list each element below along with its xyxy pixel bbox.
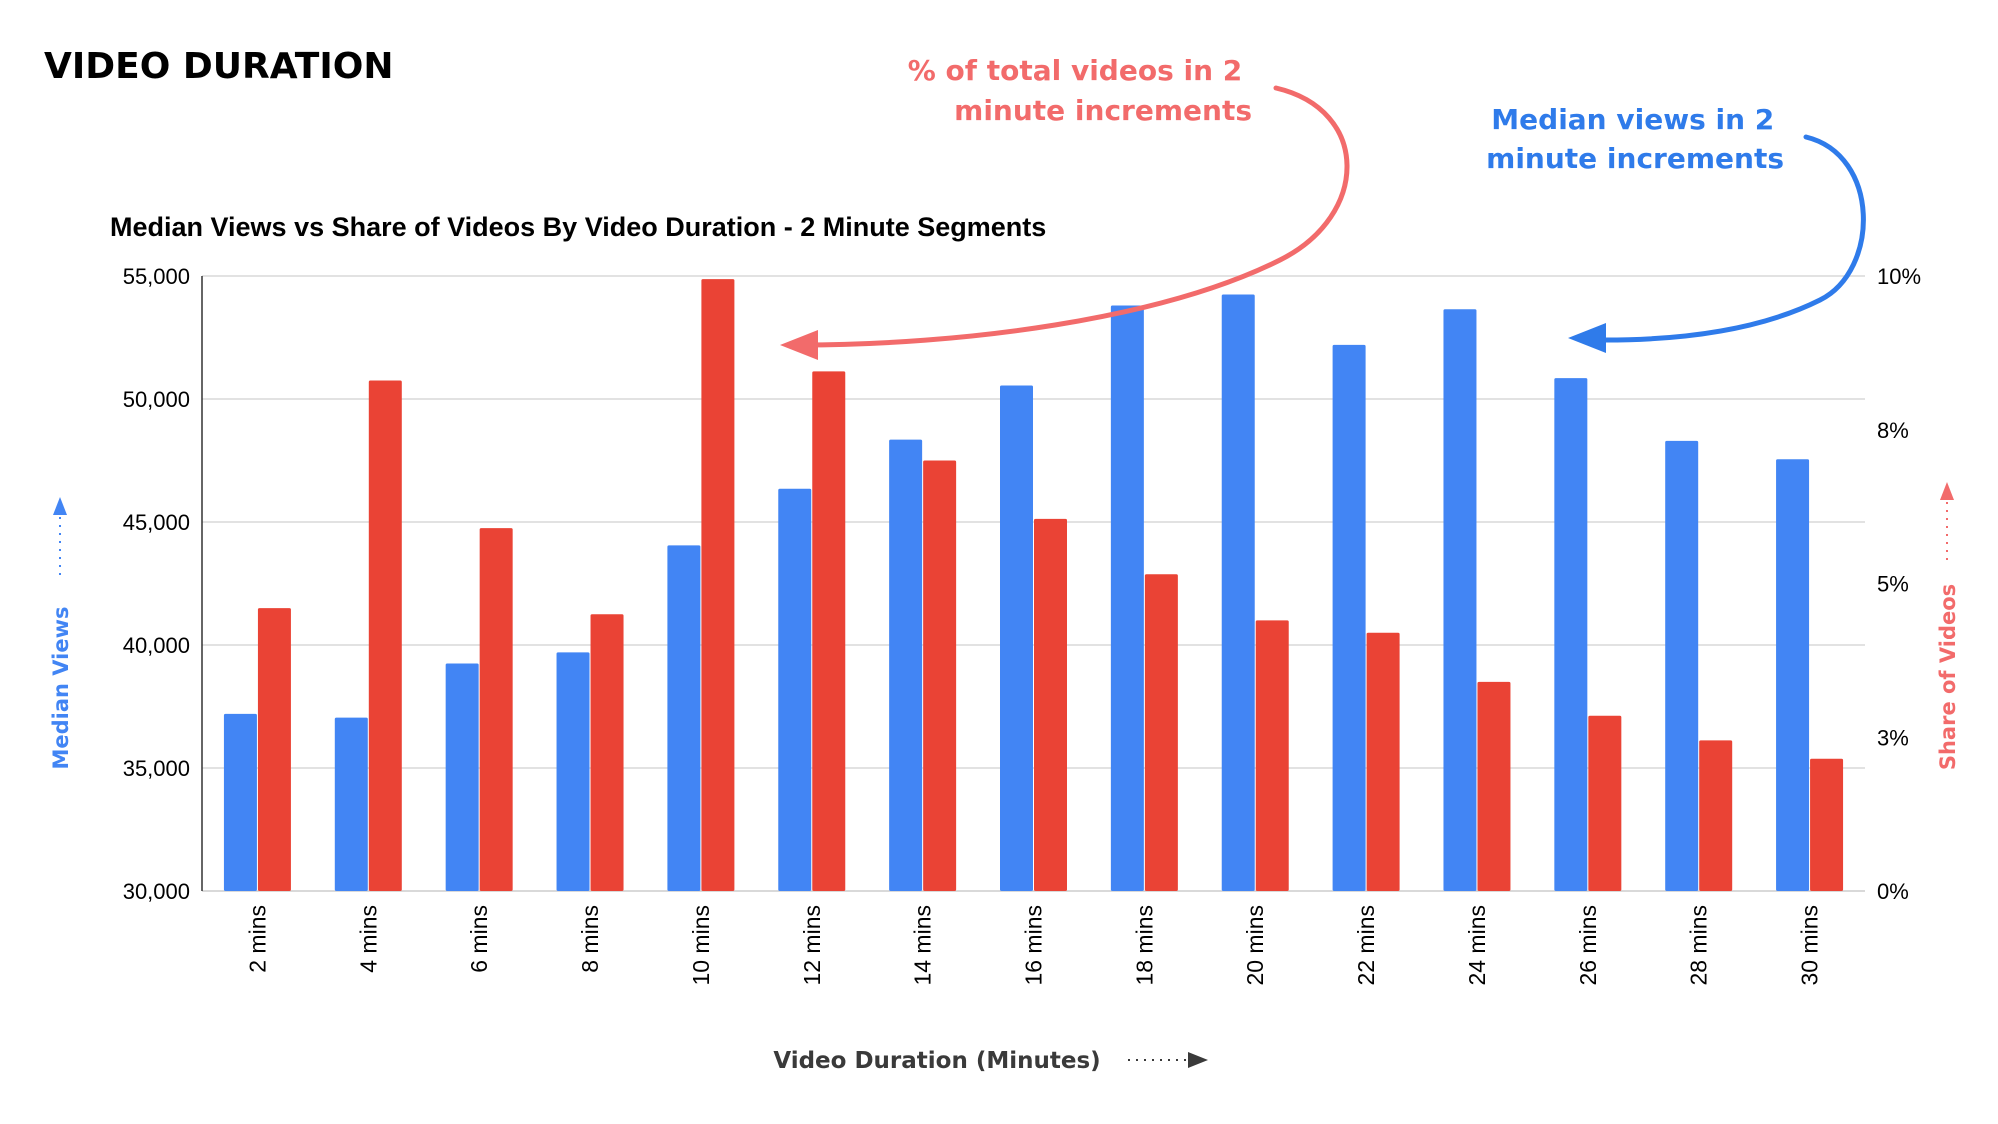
share-callout-line-1: % of total videos in 2 (908, 54, 1243, 87)
page-title: VIDEO DURATION (44, 46, 393, 87)
x-tick-label: 16 mins (1021, 905, 1047, 986)
bar-median-views (1776, 459, 1810, 891)
x-tick-label: 28 mins (1686, 905, 1712, 986)
arrow-right-icon (1188, 1052, 1208, 1068)
bar-share-of-videos (257, 608, 291, 891)
y-tick-label: 55,000 (123, 264, 190, 289)
bar-median-views (1443, 309, 1477, 892)
bar-median-views (1554, 378, 1588, 892)
x-tick-label: 22 mins (1353, 905, 1379, 986)
y2-tick-label: 0% (1877, 879, 1909, 904)
bar-share-of-videos (1255, 620, 1289, 891)
arrow-up-icon (1940, 482, 1954, 500)
arrow-up-icon (53, 497, 67, 515)
y-tick-label: 50,000 (123, 387, 190, 412)
gridlines (201, 275, 1865, 892)
bar-share-of-videos (479, 528, 513, 891)
share-callout-line-2: minute increments (954, 94, 1252, 127)
y-axis-title-right: Share of Videos (1936, 584, 1960, 770)
bar-share-of-videos (1477, 681, 1511, 891)
share-callout: % of total videos in 2 minute increments (908, 54, 1252, 127)
bar-median-views (778, 488, 812, 891)
x-tick-label: 26 mins (1575, 905, 1601, 986)
bar-share-of-videos (923, 460, 957, 891)
x-tick-label: 10 mins (688, 905, 714, 986)
y-axis-right-ticks: 0% 3% 5% 8% 10% (1877, 264, 1921, 904)
x-tick-label: 30 mins (1797, 905, 1823, 986)
bars (223, 279, 1844, 892)
bar-share-of-videos (1366, 632, 1400, 891)
bar-share-of-videos (1699, 740, 1733, 891)
y2-tick-label: 8% (1877, 418, 1909, 443)
y2-tick-label: 3% (1877, 725, 1909, 750)
bar-median-views (667, 545, 701, 891)
bar-share-of-videos (1034, 518, 1067, 891)
bar-median-views (1332, 344, 1366, 891)
bar-share-of-videos (590, 614, 624, 891)
bar-share-of-videos (1144, 574, 1178, 891)
x-tick-label: 8 mins (577, 905, 603, 973)
views-callout-line-2: minute increments (1486, 142, 1784, 175)
share-callout-arrow (797, 85, 1350, 348)
x-tick-label: 14 mins (910, 905, 936, 986)
bar-share-of-videos (1588, 715, 1622, 891)
views-callout-arrow (1602, 134, 1866, 343)
y2-tick-label: 10% (1877, 264, 1921, 289)
x-tick-label: 20 mins (1242, 905, 1268, 986)
bar-median-views (1110, 305, 1144, 891)
y-tick-label: 40,000 (123, 633, 190, 658)
bar-median-views (1221, 294, 1255, 891)
bar-median-views (1665, 440, 1699, 891)
bar-share-of-videos (701, 279, 735, 891)
x-axis-title: Video Duration (Minutes) (773, 1048, 1100, 1074)
y-axis-left-ticks: 30,000 35,000 40,000 45,000 50,000 55,000 (123, 264, 190, 904)
bar-median-views (889, 439, 923, 891)
chart-title: Median Views vs Share of Videos By Video… (110, 212, 1046, 242)
x-tick-label: 18 mins (1131, 905, 1157, 986)
y-tick-label: 35,000 (123, 756, 190, 781)
y-tick-label: 30,000 (123, 879, 190, 904)
arrow-left-icon (1568, 323, 1606, 353)
bar-median-views (1000, 385, 1033, 891)
bar-median-views (334, 717, 368, 891)
bar-share-of-videos (368, 380, 402, 891)
x-tick-label: 24 mins (1464, 905, 1490, 986)
bar-median-views (223, 713, 257, 891)
x-axis-ticks: 2 mins 4 mins 6 mins 8 mins 10 mins 12 mins 14… (244, 905, 1822, 986)
x-tick-label: 2 mins (244, 905, 270, 973)
x-tick-label: 12 mins (799, 905, 825, 986)
arrow-left-icon (780, 330, 818, 360)
bar-median-views (556, 652, 590, 891)
x-tick-label: 6 mins (466, 905, 492, 973)
y-axis-title-left: Median Views (49, 606, 73, 769)
views-callout-line-1: Median views in 2 (1491, 103, 1774, 136)
y2-tick-label: 5% (1877, 572, 1909, 597)
views-callout: Median views in 2 minute increments (1486, 103, 1784, 175)
bar-share-of-videos (1810, 758, 1844, 891)
bar-share-of-videos (812, 371, 846, 891)
x-tick-label: 4 mins (355, 905, 381, 973)
bar-median-views (445, 663, 479, 891)
y-tick-label: 45,000 (123, 510, 190, 535)
